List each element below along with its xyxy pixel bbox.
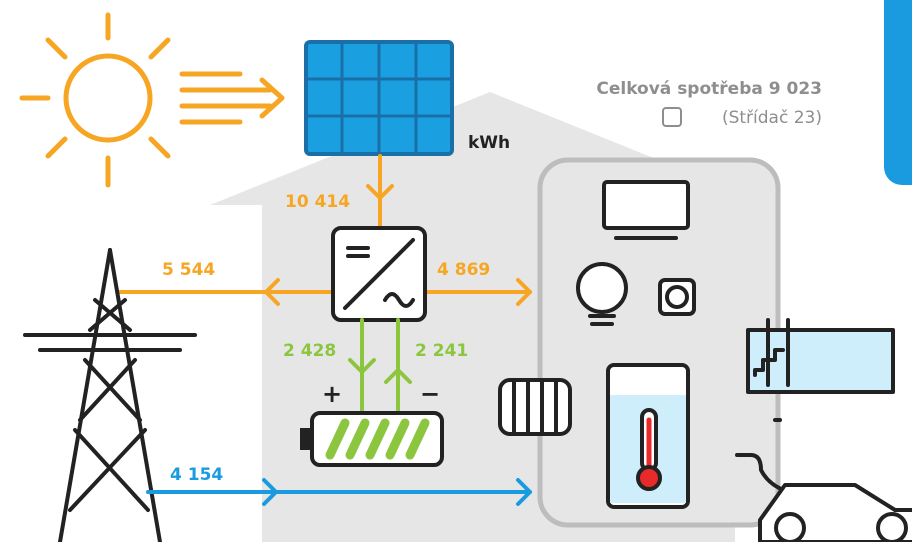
unit: kWh xyxy=(468,133,510,153)
energy-diagram: Celková spotřeba 9 023 (Střídač 23) kWh … xyxy=(0,0,912,542)
home-value: 4 869 xyxy=(437,260,490,280)
export-value: 5 544 xyxy=(162,260,215,280)
import-value: 4 154 xyxy=(170,465,223,485)
inverter xyxy=(333,228,425,320)
battery-plus: + xyxy=(322,380,342,408)
charge-value: 2 428 xyxy=(283,341,336,361)
battery xyxy=(300,413,442,465)
sun xyxy=(22,15,282,185)
solar-panel xyxy=(306,42,452,154)
side-tab[interactable] xyxy=(884,0,912,185)
discharge-value: 2 241 xyxy=(415,341,468,361)
inverter-consumption: (Střídač 23) xyxy=(722,108,822,128)
battery-minus: − xyxy=(420,380,440,408)
total-consumption: Celková spotřeba 9 023 xyxy=(596,79,822,99)
inverter-icon xyxy=(663,108,681,126)
solar-value: 10 414 xyxy=(285,192,350,212)
